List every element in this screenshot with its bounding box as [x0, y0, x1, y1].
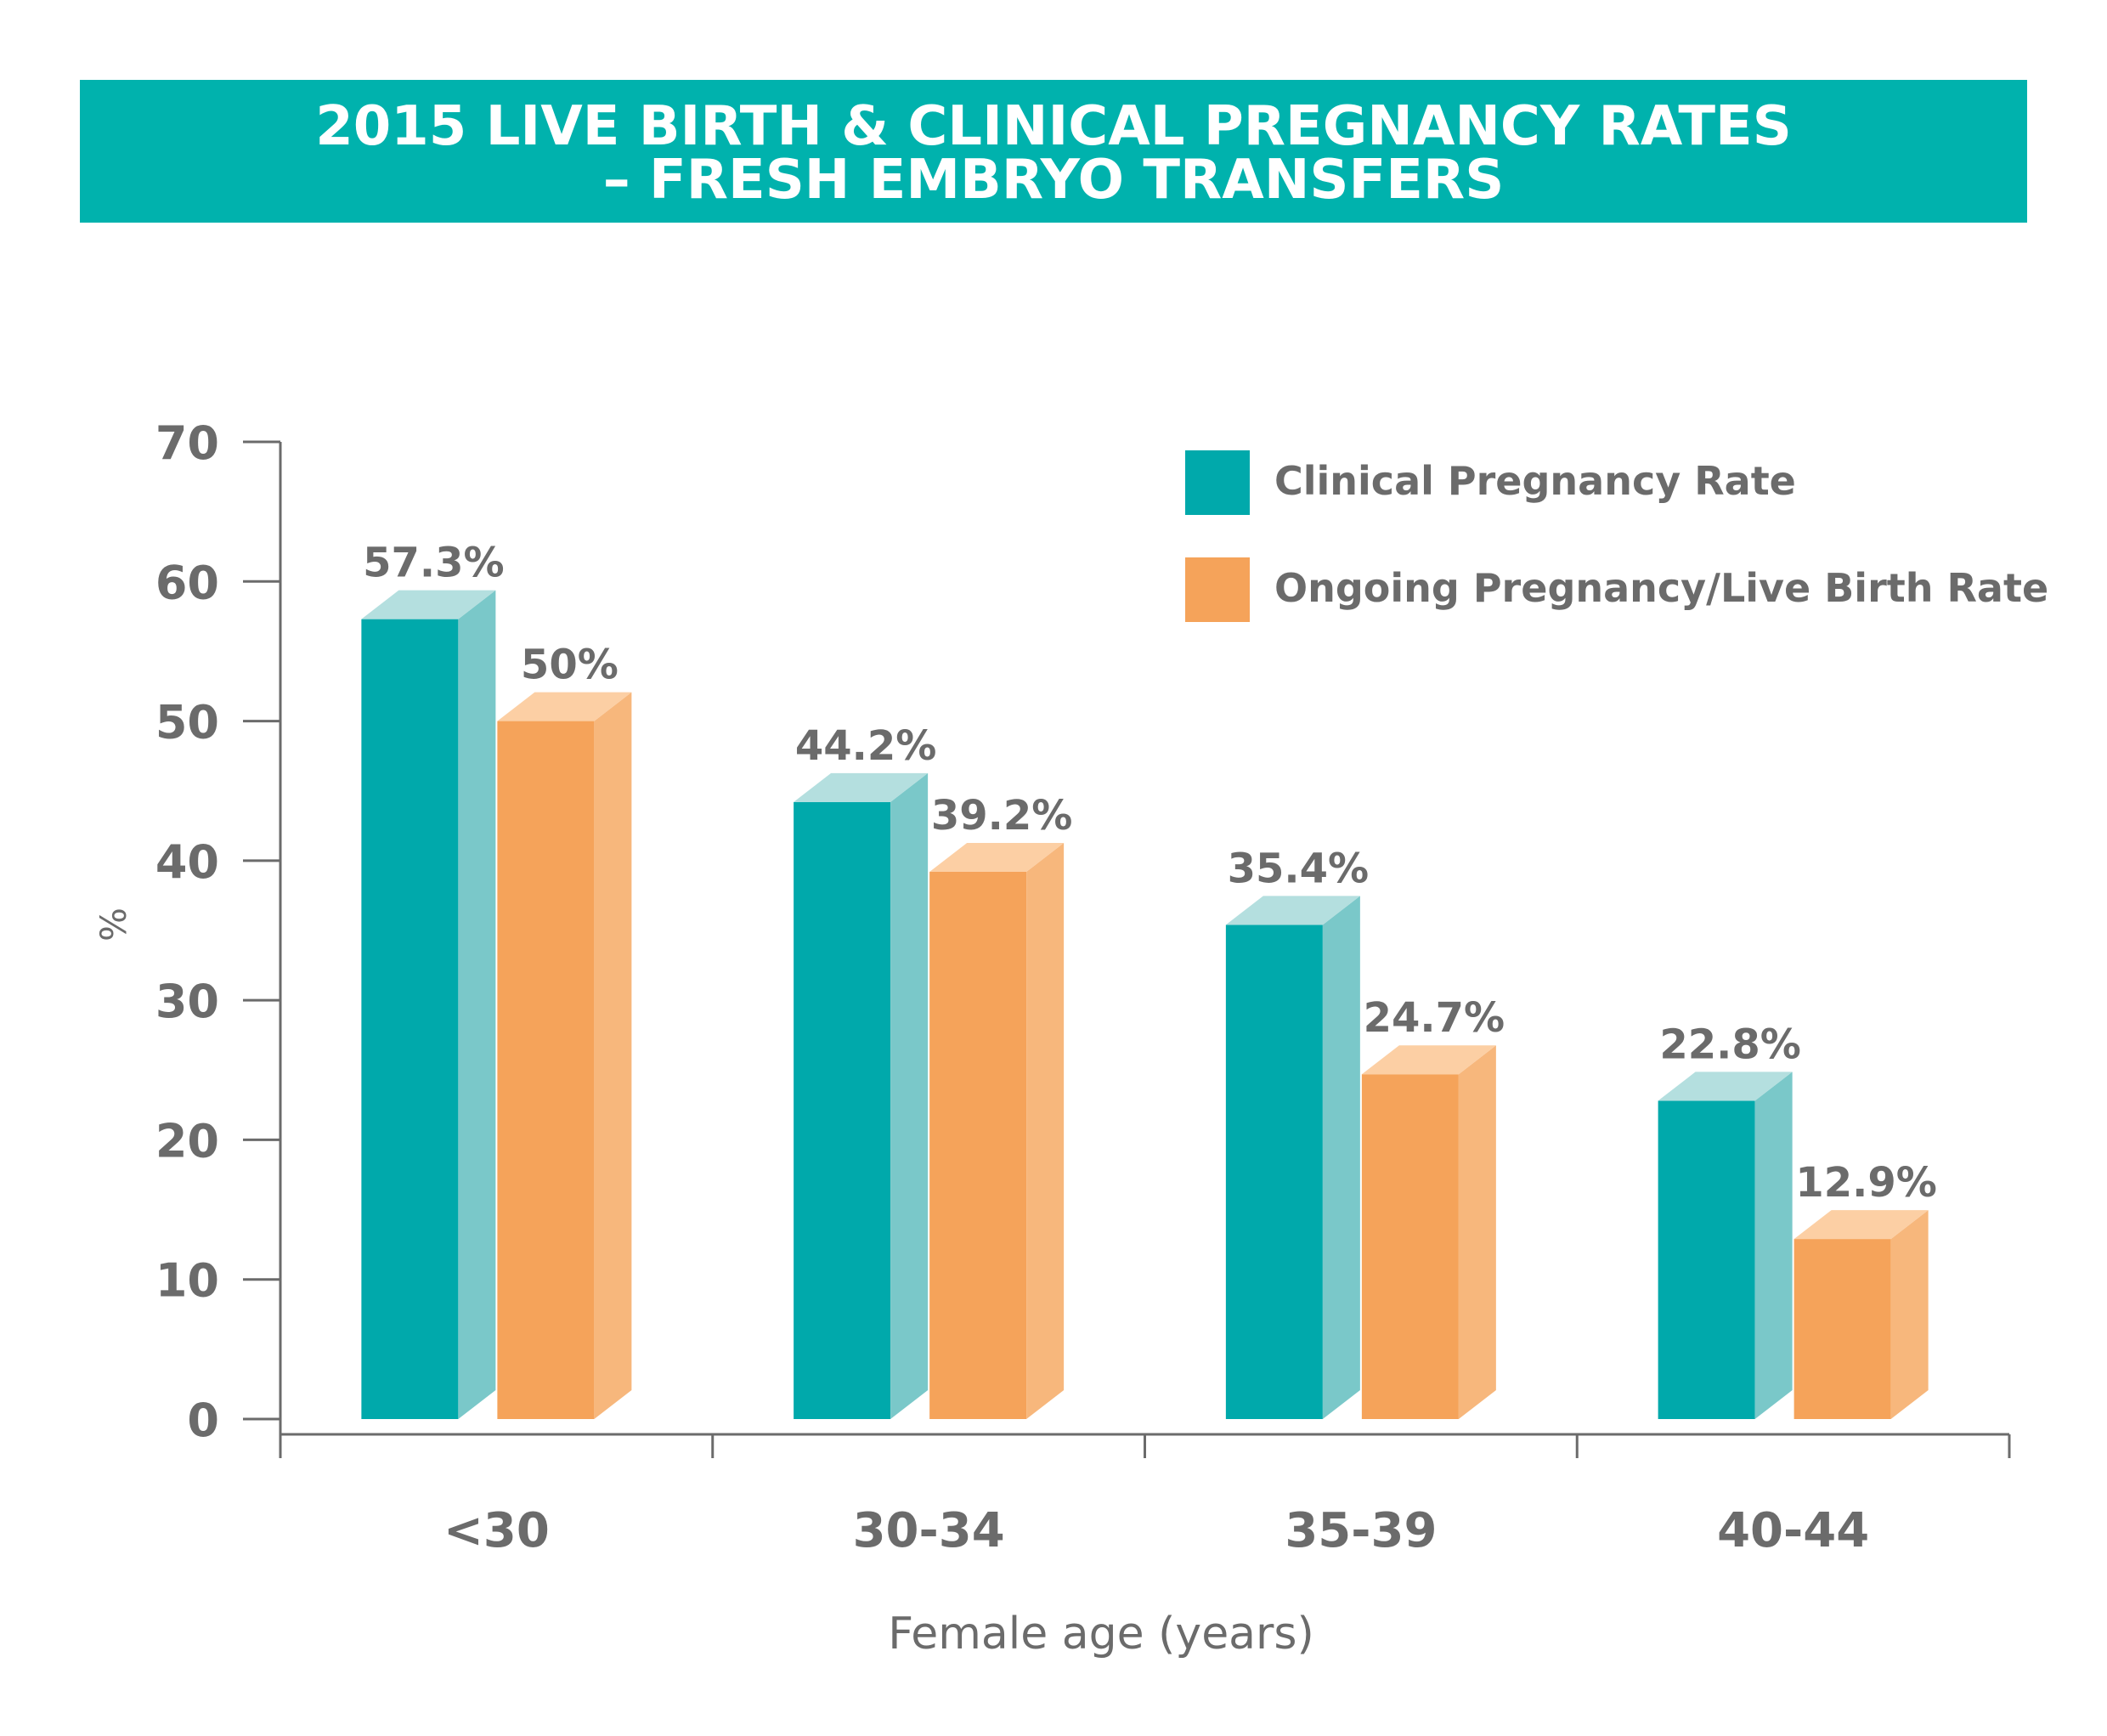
bar-side — [1458, 1045, 1496, 1419]
y-tick-label: 30 — [155, 975, 219, 1028]
x-tick-label: 30-34 — [853, 1503, 1005, 1558]
bar-side — [1754, 1072, 1793, 1419]
y-tick-label: 40 — [155, 835, 219, 889]
bar-top — [794, 772, 929, 802]
data-label: 22.8% — [1659, 1021, 1801, 1068]
bar-top — [1361, 1045, 1496, 1075]
bar-front — [929, 872, 1027, 1419]
bar-front — [497, 721, 595, 1419]
bar — [1361, 1045, 1496, 1419]
x-tick-label: 35-39 — [1285, 1503, 1437, 1558]
data-label: 35.4% — [1228, 845, 1370, 892]
bar-top — [1658, 1072, 1793, 1101]
bar — [361, 590, 496, 1419]
legend-label: Ongoing Pregnancy/Live Birth Rate — [1274, 565, 2048, 611]
y-tick-label: 20 — [155, 1114, 219, 1168]
bar-front — [1793, 1239, 1891, 1419]
y-tick-label: 70 — [155, 416, 219, 470]
title-banner — [80, 80, 2027, 223]
bar — [497, 692, 632, 1419]
bar-side — [1890, 1210, 1929, 1419]
bar-front — [794, 801, 891, 1419]
data-label: 50% — [521, 642, 619, 689]
x-tick-label: 40-44 — [1717, 1503, 1869, 1558]
bar-front — [1361, 1074, 1459, 1419]
legend-swatch — [1185, 557, 1250, 622]
bar — [1793, 1210, 1929, 1419]
bar-front — [361, 619, 459, 1419]
bar — [794, 772, 929, 1419]
bar-top — [361, 590, 496, 619]
bar-front — [1225, 925, 1323, 1419]
data-label: 57.3% — [363, 540, 505, 587]
chart-subtitle: – FRESH EMBRYO TRANSFERS — [603, 149, 1505, 212]
data-label: 39.2% — [931, 792, 1073, 840]
y-axis-title: % — [93, 908, 134, 942]
bar — [1225, 896, 1360, 1419]
data-label: 12.9% — [1795, 1159, 1937, 1207]
bar-side — [1322, 896, 1360, 1419]
x-axis-title: Female age (years) — [888, 1609, 1314, 1660]
y-tick-label: 0 — [187, 1394, 219, 1447]
x-tick-label: <30 — [443, 1503, 550, 1558]
legend-swatch — [1185, 450, 1250, 515]
bar-side — [458, 590, 496, 1419]
legend: Clinical Pregnancy Rate Ongoing Pregnancy… — [1185, 450, 2048, 622]
data-label: 24.7% — [1364, 994, 1505, 1042]
bar — [1658, 1072, 1793, 1419]
bar — [929, 843, 1065, 1419]
bar-side — [890, 772, 929, 1419]
y-tick-label: 60 — [155, 556, 219, 609]
data-label: 44.2% — [795, 722, 937, 770]
bar-top — [1225, 896, 1360, 925]
bars: 57.3% 50% <30 44.2% 39.2% 30-34 35.4% 24.7% 35-3… — [361, 540, 1937, 1558]
bar-top — [1793, 1210, 1929, 1240]
bar-side — [1026, 843, 1065, 1419]
y-tick-label: 10 — [155, 1254, 219, 1308]
y-tick-label: 50 — [155, 696, 219, 749]
bar-top — [497, 692, 632, 721]
chart-title: 2015 LIVE BIRTH & CLINICAL PREGNANCY RAT… — [315, 95, 1792, 158]
bar-side — [594, 692, 632, 1419]
bar-top — [929, 843, 1065, 872]
axes: 0 10 20 30 40 50 60 70 — [155, 416, 2011, 1458]
legend-label: Clinical Pregnancy Rate — [1274, 458, 1796, 504]
bar-front — [1658, 1100, 1755, 1419]
